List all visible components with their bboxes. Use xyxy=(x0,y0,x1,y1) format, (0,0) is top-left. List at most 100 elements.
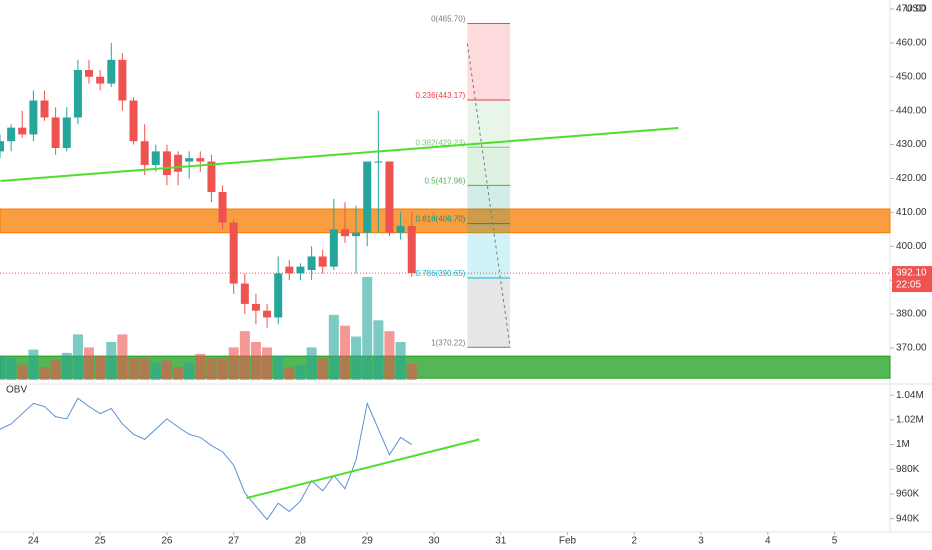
fib-label: 0(465.70) xyxy=(431,15,466,24)
fib-label: 0.5(417.96) xyxy=(424,177,465,186)
candle-body xyxy=(174,154,183,172)
volume-bar xyxy=(228,347,239,380)
candle-body xyxy=(0,141,4,152)
fib-zone xyxy=(467,99,511,148)
fib-zone xyxy=(467,147,511,186)
fib-label: 0.236(443.17) xyxy=(416,91,466,100)
candle-body xyxy=(218,192,227,223)
candle-body xyxy=(407,225,416,274)
volume-bar xyxy=(239,331,250,380)
candle-body xyxy=(107,59,116,84)
volume-bar xyxy=(84,347,94,380)
candle-body xyxy=(29,100,38,135)
fib-label: 1(370.22) xyxy=(431,338,466,347)
x-tick-label: 31 xyxy=(495,536,507,547)
volume-bar xyxy=(17,364,28,380)
volume-bar xyxy=(50,360,61,380)
volume-bar xyxy=(0,356,5,380)
candle-body xyxy=(340,229,349,237)
obv-tick-label: 940K xyxy=(896,513,920,524)
obv-tick-label: 1.02M xyxy=(896,415,924,426)
candle-body xyxy=(251,303,260,311)
y-tick-label: 470.00 xyxy=(896,4,927,15)
fib-label: 0.786(390.65) xyxy=(416,269,466,278)
candle-body xyxy=(296,266,305,274)
x-tick-label: 30 xyxy=(428,536,440,547)
x-tick-label: Feb xyxy=(559,536,577,547)
volume-bar xyxy=(250,342,261,380)
y-tick-label: 410.00 xyxy=(896,207,927,218)
trend-line xyxy=(0,126,679,182)
volume-bar xyxy=(373,320,384,380)
price-tag xyxy=(892,266,932,293)
volume-bar xyxy=(351,336,362,380)
volume-bar xyxy=(72,334,83,380)
fib-zone xyxy=(467,223,511,278)
y-tick-label: 400.00 xyxy=(896,241,927,252)
candle-body xyxy=(363,161,372,233)
volume-bar xyxy=(206,358,217,380)
x-tick-label: 28 xyxy=(295,536,307,547)
candle-body xyxy=(40,100,49,118)
x-tick-label: 3 xyxy=(698,536,704,547)
price-tag-label: 392.10 xyxy=(896,268,927,279)
candle-body xyxy=(396,225,405,233)
candle-body xyxy=(352,232,361,237)
volume-bar xyxy=(128,358,139,380)
volume-bar xyxy=(328,314,339,380)
candle-body xyxy=(162,151,171,176)
volume-bar xyxy=(273,356,284,380)
y-tick-label: 370.00 xyxy=(896,343,927,354)
volume-bar xyxy=(106,342,117,380)
volume-bar xyxy=(161,360,172,380)
volume-bar xyxy=(217,358,228,380)
candle-body xyxy=(96,76,105,84)
candle-body xyxy=(285,266,294,274)
volume-bar xyxy=(39,366,50,380)
fib-label: 0.618(406.70) xyxy=(416,215,466,224)
volume-bar xyxy=(195,353,206,380)
volume-bar xyxy=(362,276,373,380)
x-tick-label: 29 xyxy=(362,536,374,547)
volume-bar xyxy=(117,334,128,380)
fib-zone xyxy=(467,277,511,348)
obv-tick-label: 960K xyxy=(896,489,920,500)
volume-bar xyxy=(61,352,72,380)
volume-bar xyxy=(284,366,295,380)
y-tick-label: 420.00 xyxy=(896,173,927,184)
y-tick-label: 460.00 xyxy=(896,38,927,49)
candle-body xyxy=(318,256,327,267)
candle-body xyxy=(329,229,338,267)
x-tick-label: 25 xyxy=(95,536,107,547)
obv-tick-label: 1.04M xyxy=(896,390,924,401)
candle-body xyxy=(62,117,71,148)
x-tick-label: 2 xyxy=(632,536,638,547)
fib-zone xyxy=(467,23,511,100)
volume-bar xyxy=(95,356,106,380)
x-tick-label: 27 xyxy=(228,536,240,547)
volume-bar xyxy=(262,347,273,380)
candle-body xyxy=(240,283,249,304)
candle-body xyxy=(85,70,93,77)
candle-body xyxy=(140,141,149,165)
volume-bar xyxy=(173,366,184,380)
fib-label: 0.382(429.23) xyxy=(416,138,466,147)
obv-trend-line xyxy=(246,438,480,500)
volume-bar xyxy=(150,362,161,380)
obv-tick-label: 980K xyxy=(896,464,920,475)
y-tick-label: 440.00 xyxy=(896,105,927,116)
volume-bar xyxy=(306,347,317,380)
candle-body xyxy=(207,161,216,193)
volume-bar xyxy=(339,325,350,380)
candle-body xyxy=(118,59,127,101)
x-tick-label: 4 xyxy=(765,536,771,547)
indicator-label: OBV xyxy=(6,385,27,396)
x-tick-label: 5 xyxy=(832,536,838,547)
volume-bar xyxy=(317,358,328,380)
candle-body xyxy=(18,127,27,135)
candle-body xyxy=(385,161,394,233)
x-tick-label: 24 xyxy=(28,536,40,547)
y-tick-label: 430.00 xyxy=(896,139,927,150)
